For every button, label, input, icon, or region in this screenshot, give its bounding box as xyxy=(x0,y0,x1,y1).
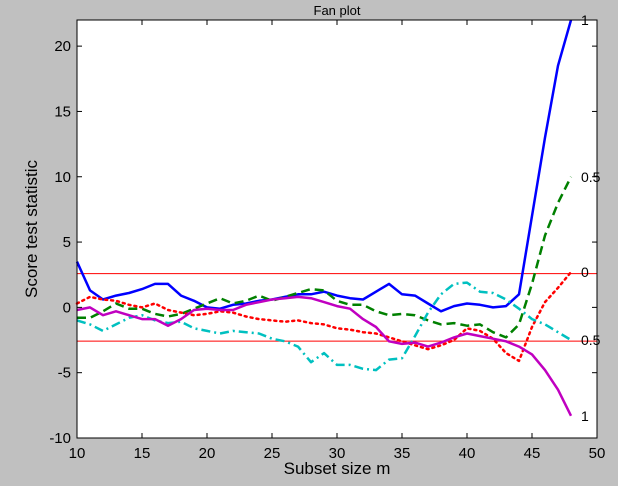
y-tick-label: 5 xyxy=(63,234,71,251)
y-tick-label: -5 xyxy=(58,365,71,382)
y-tick-label: 20 xyxy=(54,38,71,55)
reference-lines xyxy=(77,273,597,342)
x-tick-label: 10 xyxy=(69,445,86,462)
series-label: 1 xyxy=(581,408,589,424)
x-tick-label: 35 xyxy=(394,445,411,462)
y-tick-label: -10 xyxy=(49,430,71,447)
series-line xyxy=(77,176,573,339)
x-tick-label: 25 xyxy=(264,445,281,462)
x-tick-label: 45 xyxy=(524,445,541,462)
series-line xyxy=(76,281,572,372)
series-line xyxy=(75,19,573,313)
chart-title: Fan plot xyxy=(314,3,361,18)
series-label: 0.5 xyxy=(581,332,601,348)
series-line xyxy=(75,270,573,363)
series-label: 0.5 xyxy=(581,169,601,185)
plot-area xyxy=(77,20,597,438)
x-tick-label: 50 xyxy=(589,445,606,462)
y-tick-label: 10 xyxy=(54,169,71,186)
series-label: 0 xyxy=(581,264,589,280)
x-tick-label: 15 xyxy=(134,445,151,462)
x-axis-ticks: 10 15 20 25 30 35 40 45 50 xyxy=(69,20,606,462)
x-tick-label: 20 xyxy=(199,445,216,462)
series-layer xyxy=(75,19,573,417)
x-tick-label: 30 xyxy=(329,445,346,462)
y-tick-label: 0 xyxy=(63,299,71,316)
x-axis-label: Subset size m xyxy=(284,459,391,478)
x-tick-label: 40 xyxy=(459,445,476,462)
series-line xyxy=(76,295,573,417)
y-axis-label: Score test statistic xyxy=(22,160,41,298)
y-tick-label: 15 xyxy=(54,103,71,120)
